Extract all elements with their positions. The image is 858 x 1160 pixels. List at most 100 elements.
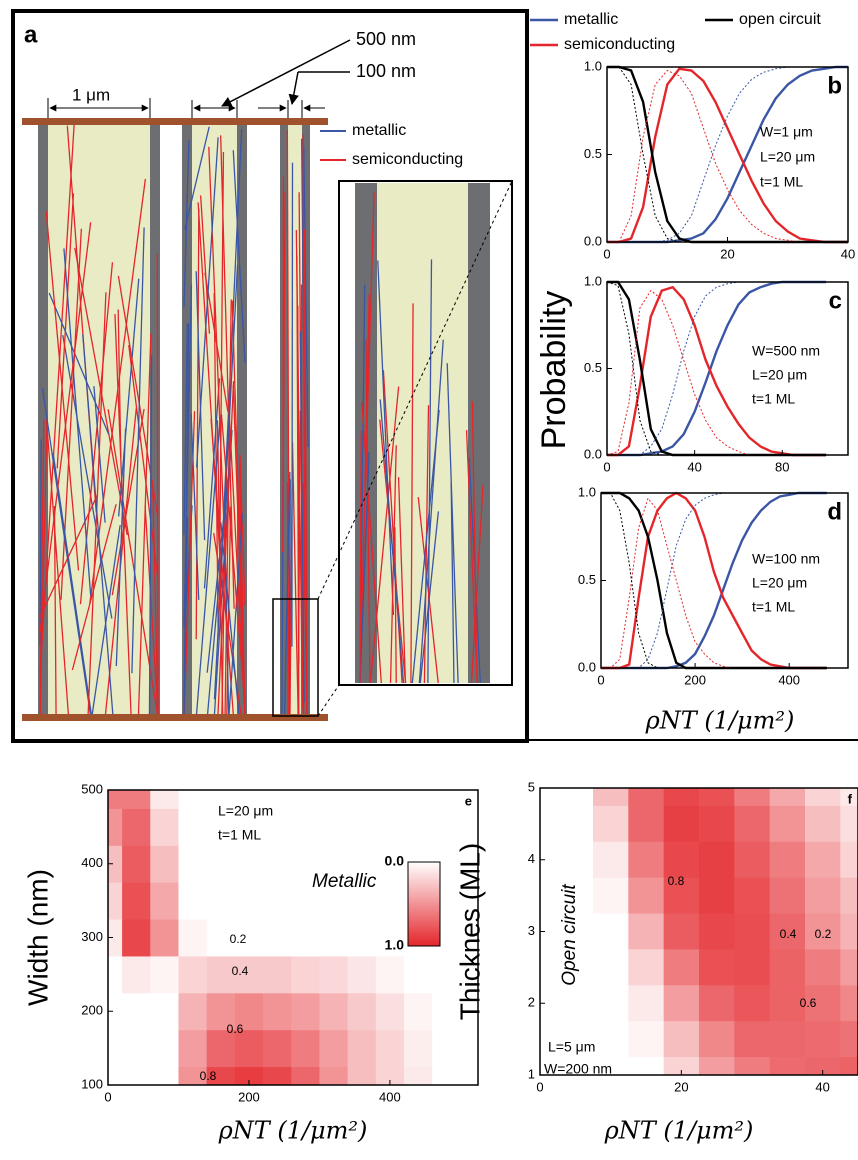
cell	[263, 919, 292, 956]
cell	[150, 808, 179, 845]
electrode-strip	[468, 183, 490, 683]
contour-label: 0.6	[227, 1022, 244, 1036]
cell	[770, 842, 806, 878]
contact	[22, 714, 328, 721]
cell	[770, 1021, 806, 1057]
contour-label: 0.8	[668, 874, 685, 888]
contour-label: 0.2	[230, 932, 247, 946]
cell	[122, 882, 151, 919]
cell	[840, 949, 858, 985]
annotation: t=1 ML	[752, 391, 795, 407]
cell	[840, 878, 858, 914]
cell	[805, 806, 841, 842]
cell	[404, 1030, 433, 1067]
cell	[805, 1021, 841, 1057]
cell	[734, 949, 770, 985]
x-tick-label: 20	[674, 1079, 688, 1094]
y-tick-label: 5	[528, 779, 535, 794]
y-tick-label: 1.0	[584, 273, 602, 288]
cell	[432, 1030, 461, 1067]
y-tick-label: 3	[528, 923, 535, 938]
nanotube	[292, 163, 293, 647]
cell	[734, 914, 770, 950]
panel-label: c	[829, 287, 842, 314]
x-tick-label: 400	[379, 1089, 401, 1104]
cell	[178, 1030, 207, 1067]
legend-label: open circuit	[739, 11, 821, 28]
cell	[235, 882, 264, 919]
cell	[734, 842, 770, 878]
x-tick-label: 0	[536, 1079, 543, 1094]
plot-frame	[601, 493, 848, 668]
cell	[319, 993, 348, 1030]
y-axis-label: Width (nm)	[22, 869, 53, 1006]
panel-label: f	[848, 791, 853, 806]
y-tick-label: 0.0	[578, 659, 596, 674]
x-tick-label: 0	[597, 672, 604, 687]
cell	[404, 956, 433, 993]
cell	[348, 919, 377, 956]
cell	[122, 1030, 151, 1067]
cell	[178, 882, 207, 919]
cell	[207, 882, 236, 919]
y-tick-label: 1	[528, 1066, 535, 1081]
y-tick-label: 0.0	[584, 446, 602, 461]
cell	[805, 949, 841, 985]
cell	[150, 845, 179, 882]
cell	[734, 806, 770, 842]
cell	[348, 1030, 377, 1067]
cell	[664, 949, 700, 985]
x-tick-label: 0	[603, 459, 610, 474]
cell	[734, 985, 770, 1021]
annotation: t=1 ML	[218, 827, 261, 843]
cell	[699, 1021, 735, 1057]
cell	[734, 1021, 770, 1057]
y-tick-label: 0.0	[584, 233, 602, 248]
y-tick-label: 0.5	[578, 572, 596, 587]
scale-label: 100 nm	[356, 61, 416, 81]
cell	[628, 842, 664, 878]
cell	[122, 808, 151, 845]
cell	[558, 806, 594, 842]
y-tick-label: 400	[81, 855, 103, 870]
cell	[558, 985, 594, 1021]
zoom-line	[318, 685, 339, 716]
y-axis-label: Thicknes (ML)	[454, 843, 485, 1020]
y-axis-label: Probability	[535, 291, 573, 450]
cell	[263, 882, 292, 919]
contour-label: 0.4	[780, 927, 797, 941]
annotation: Open circuit	[559, 884, 580, 986]
cell	[319, 956, 348, 993]
y-tick-label: 100	[81, 1076, 103, 1091]
annotation: L=5 μm	[548, 1039, 595, 1055]
cell	[178, 919, 207, 956]
cell	[376, 956, 405, 993]
legend-label: metallic	[564, 11, 618, 28]
cell	[150, 882, 179, 919]
series-line	[601, 493, 742, 668]
y-tick-label: 1.0	[578, 484, 596, 499]
cell	[840, 842, 858, 878]
cell	[664, 985, 700, 1021]
cell	[263, 1030, 292, 1067]
cell	[348, 993, 377, 1030]
cell	[628, 914, 664, 950]
x-tick-label: 80	[775, 459, 789, 474]
cell	[263, 956, 292, 993]
y-tick-label: 4	[528, 851, 535, 866]
cell	[291, 993, 320, 1030]
contour-label: 0.4	[232, 964, 249, 978]
callout	[292, 72, 298, 104]
cell	[770, 806, 806, 842]
cell	[593, 985, 629, 1021]
callout	[222, 40, 350, 106]
cell	[319, 1030, 348, 1067]
x-tick-label: 400	[778, 672, 800, 687]
legend-label: metallic	[352, 122, 406, 139]
x-axis-label: ρNT (1/μm²)	[645, 707, 795, 735]
cell	[664, 842, 700, 878]
cell	[699, 842, 735, 878]
cell	[770, 878, 806, 914]
annotation: L=20 μm	[218, 803, 273, 819]
